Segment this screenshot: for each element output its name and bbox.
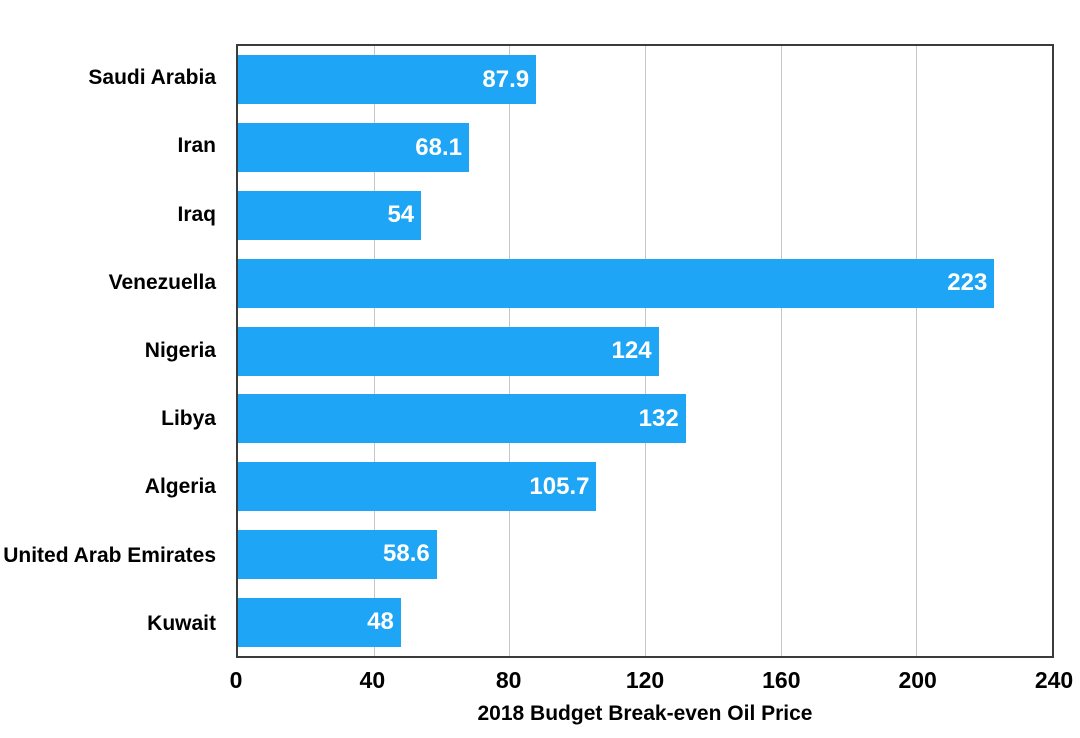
category-label-iran: Iran — [177, 134, 216, 158]
bar-value-label: 48 — [367, 608, 394, 636]
bar-kuwait: 48 — [238, 597, 401, 647]
x-tick-label-80: 80 — [495, 667, 522, 693]
bar-row: 87.9 — [238, 46, 1052, 114]
category-label-united-arab-emirates: United Arab Emirates — [3, 543, 216, 567]
gridline-200 — [916, 46, 918, 656]
category-label-kuwait: Kuwait — [147, 611, 216, 635]
bar-row: 68.1 — [238, 114, 1052, 182]
bar-value-label: 54 — [387, 201, 415, 229]
bar-algeria: 105.7 — [238, 462, 597, 512]
category-label-nigeria: Nigeria — [144, 338, 216, 362]
bar-venezuella: 223 — [238, 258, 995, 308]
bar-value-label: 132 — [638, 404, 679, 432]
x-tick-label-40: 40 — [359, 667, 386, 693]
category-label-saudi-arabia: Saudi Arabia — [88, 66, 216, 90]
bar-iraq: 54 — [238, 190, 422, 240]
bar-libya: 132 — [238, 394, 686, 444]
bar-value-label: 105.7 — [529, 472, 590, 500]
plot-area: 87.9 68.1 54 223 124 132 105.7 58.6 48 — [236, 44, 1054, 658]
bar-row: 48 — [238, 588, 1052, 656]
bar-saudi-arabia: 87.9 — [238, 55, 537, 105]
bar-row: 132 — [238, 385, 1052, 453]
bar-value-label: 58.6 — [383, 540, 430, 568]
category-label-venezuella: Venezuella — [108, 270, 216, 294]
bar-value-label: 223 — [947, 269, 988, 297]
bar-row: 58.6 — [238, 520, 1052, 588]
bar-united-arab-emirates: 58.6 — [238, 529, 437, 579]
category-label-algeria: Algeria — [144, 475, 216, 499]
bar-row: 223 — [238, 249, 1052, 317]
x-tick-label-120: 120 — [625, 667, 665, 693]
x-tick-label-0: 0 — [229, 667, 243, 693]
bars-container: 87.9 68.1 54 223 124 132 105.7 58.6 48 — [238, 46, 1052, 656]
category-label-iraq: Iraq — [177, 202, 216, 226]
bar-value-label: 124 — [611, 337, 652, 365]
x-tick-label-200: 200 — [898, 667, 937, 693]
bar-nigeria: 124 — [238, 326, 659, 376]
bar-value-label: 87.9 — [482, 65, 530, 93]
bar-row: 54 — [238, 182, 1052, 250]
x-tick-label-160: 160 — [762, 667, 801, 693]
y-axis-category-labels: Saudi Arabia Iran Iraq Venezuella Nigeria Lib… — [0, 44, 216, 658]
category-label-libya: Libya — [161, 407, 216, 431]
gridline-160 — [780, 46, 782, 656]
bar-row: 124 — [238, 317, 1052, 385]
x-tick-label-240: 240 — [1034, 667, 1074, 693]
x-axis-title: 2018 Budget Break-even Oil Price — [477, 702, 813, 725]
bar-value-label: 68.1 — [415, 133, 462, 161]
x-axis-tick-labels: 0 40 80 120 160 200 240 — [230, 667, 1074, 693]
bar-iran: 68.1 — [238, 123, 469, 173]
bar-row: 105.7 — [238, 453, 1052, 521]
